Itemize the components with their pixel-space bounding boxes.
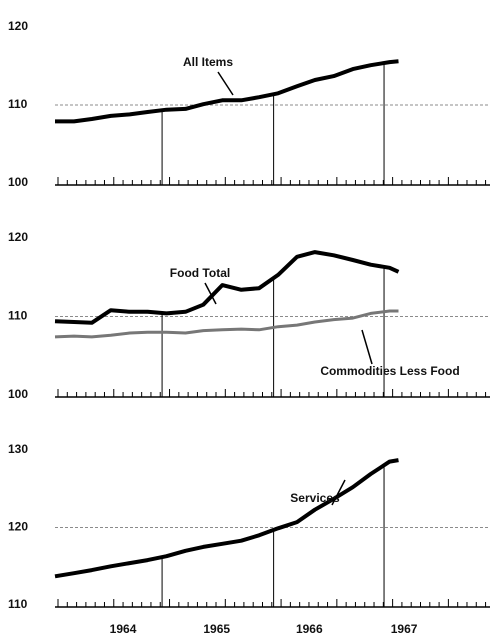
leader-line — [204, 282, 217, 305]
y-tick-label: 120 — [8, 230, 28, 244]
leader-line — [361, 329, 373, 365]
x-tick-label: 1964 — [110, 622, 137, 636]
series-label: Food Total — [170, 266, 230, 280]
series-line — [55, 59, 399, 124]
y-tick-label: 120 — [8, 520, 28, 534]
series-line — [54, 309, 399, 339]
x-tick-label: 1966 — [296, 622, 323, 636]
x-tick-label: 1965 — [203, 622, 230, 636]
x-tick-label: 1967 — [391, 622, 418, 636]
series-label: All Items — [183, 55, 233, 69]
leader-line — [331, 479, 346, 506]
leader-line — [217, 71, 234, 96]
y-tick-label: 120 — [8, 19, 28, 33]
series-label: Services — [290, 491, 340, 505]
y-tick-label: 130 — [8, 442, 28, 456]
y-tick-label: 110 — [8, 597, 28, 611]
y-tick-label: 110 — [8, 97, 28, 111]
series-line — [54, 250, 400, 325]
series-line — [54, 458, 399, 579]
y-tick-label: 100 — [8, 175, 28, 189]
series-label: Commodities Less Food — [320, 364, 459, 378]
y-tick-label: 110 — [8, 309, 28, 323]
y-tick-label: 100 — [8, 387, 28, 401]
